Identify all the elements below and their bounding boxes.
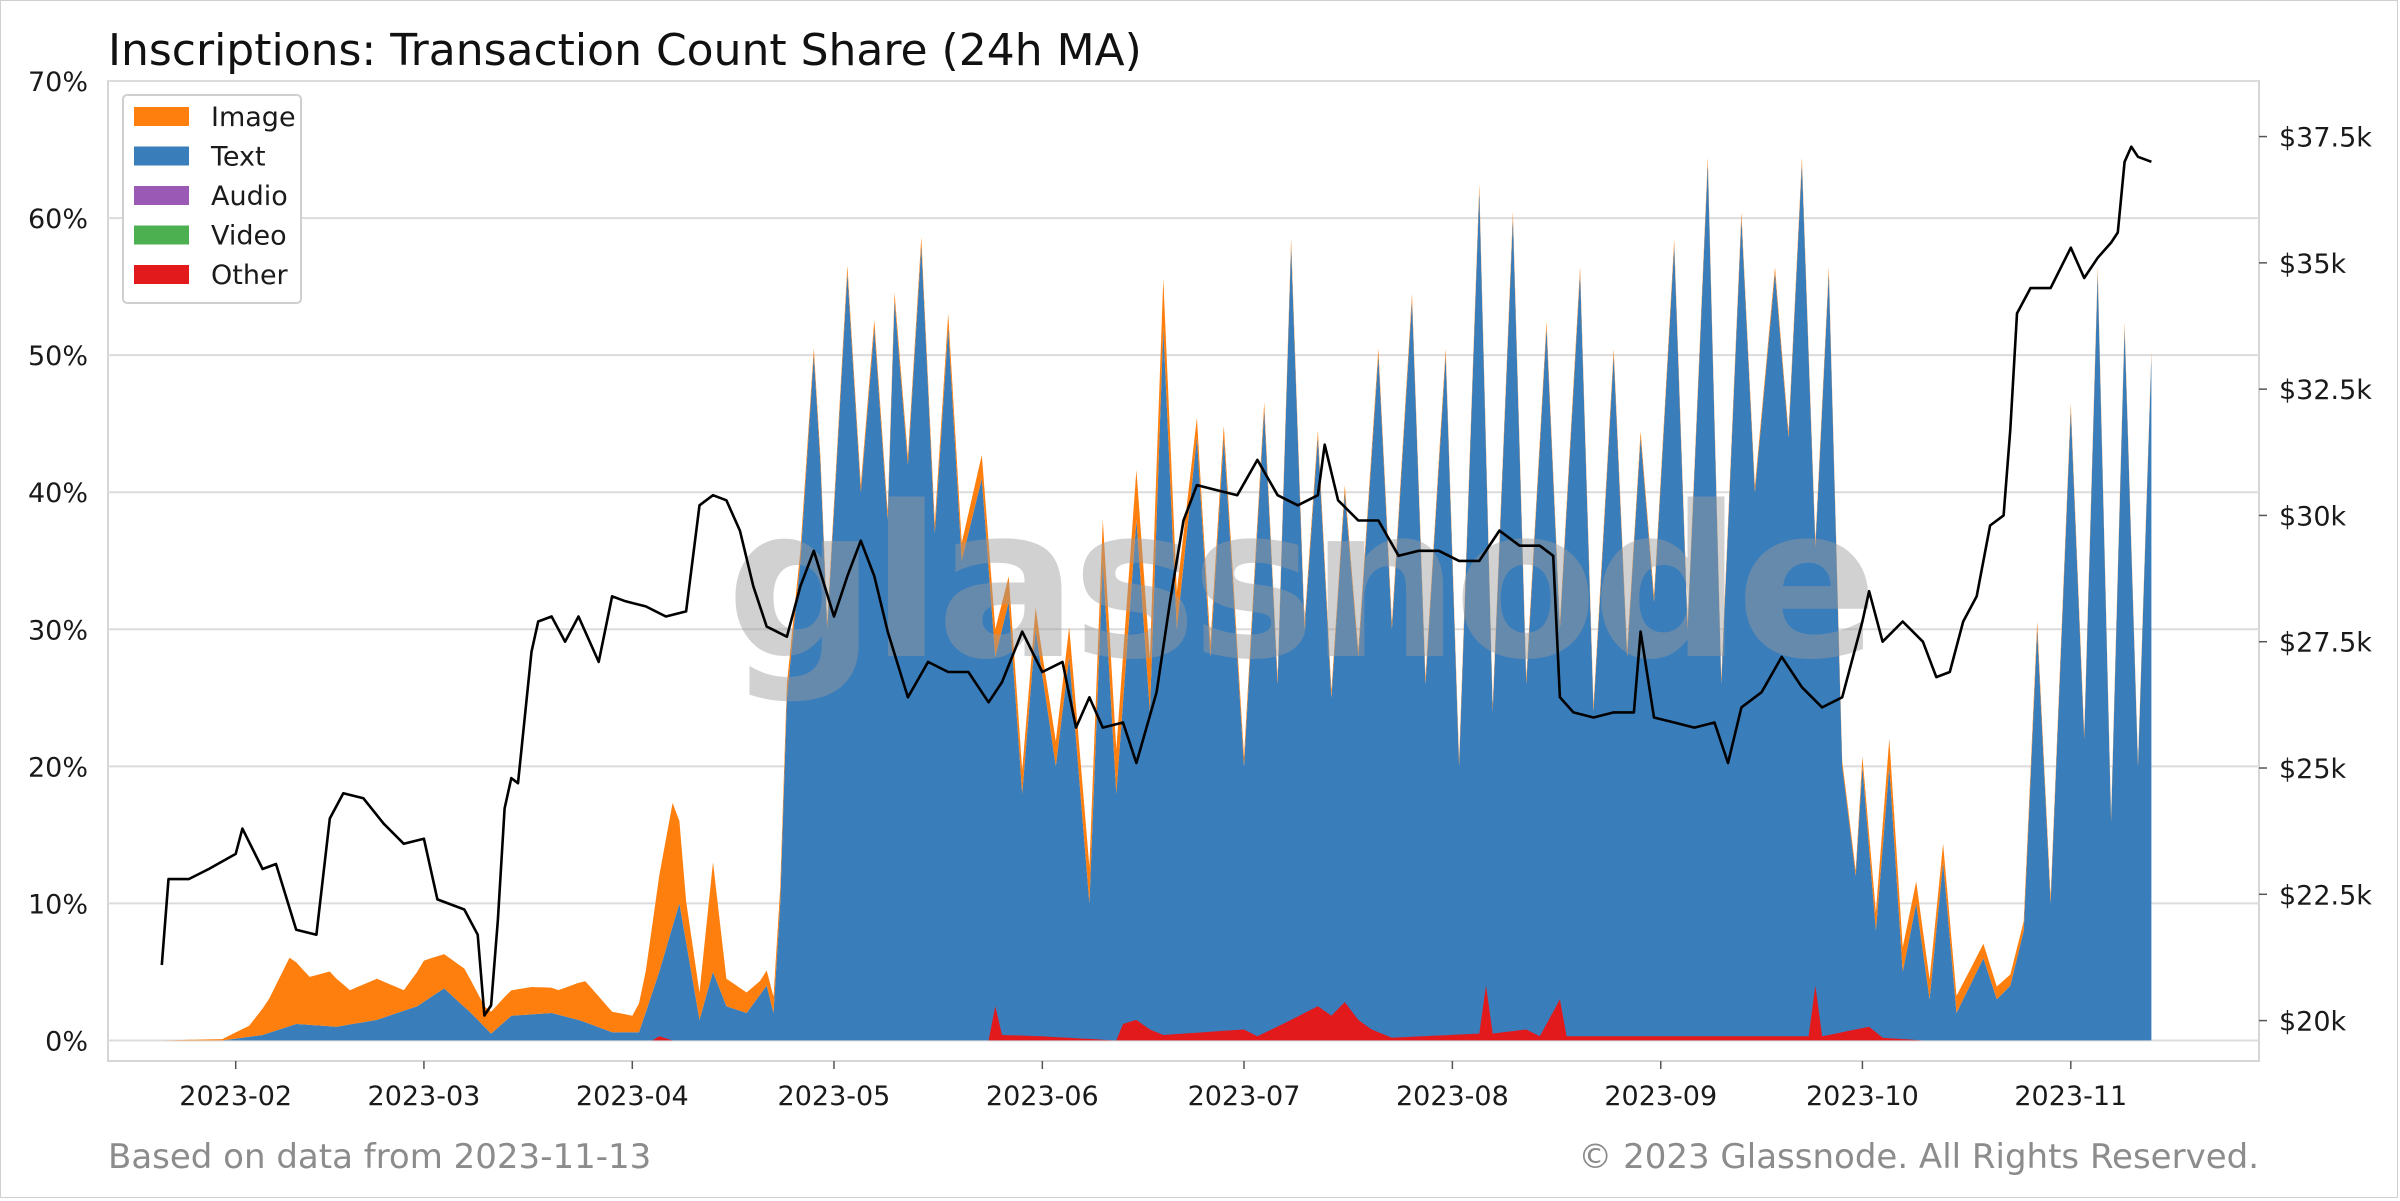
axes: 0% 10% 20% 30% 40% 50% 60% 70% $20k $22.5k $25k $27… (28, 67, 2372, 1112)
y-left-tick-label: 20% (28, 752, 88, 783)
legend-label-image: Image (211, 102, 296, 133)
legend-swatch-text (134, 146, 189, 166)
legend-swatch-audio (134, 186, 189, 205)
x-tick-label: 2023-08 (1396, 1081, 1509, 1112)
legend: Image Text Audio Video Other (122, 94, 302, 304)
footer-source: Based on data from 2023-11-13 (108, 1137, 651, 1177)
y-left-tick-label: 70% (28, 67, 88, 98)
x-tick-label: 2023-02 (179, 1081, 292, 1112)
x-tick-label: 2023-11 (2014, 1081, 2127, 1112)
legend-label-audio: Audio (211, 181, 288, 212)
y-right-tick-label: $32.5k (2279, 375, 2372, 406)
legend-label-text: Text (210, 142, 266, 173)
y-right-tick-label: $30k (2279, 501, 2347, 532)
y-left-tick-label: 10% (28, 889, 88, 920)
x-tick-label: 2023-05 (778, 1081, 891, 1112)
y-left-tick-label: 0% (45, 1026, 88, 1057)
price-line-group (160, 145, 2152, 1017)
y-right-tick-label: $25k (2279, 754, 2347, 785)
legend-swatch-other (134, 265, 189, 284)
legend-swatch-image (134, 107, 189, 126)
y-right-tick-label: $35k (2279, 249, 2347, 280)
legend-swatch-video (134, 225, 189, 245)
series-area-text (161, 163, 2152, 1041)
legend-label-other: Other (211, 260, 289, 291)
y-right-tick-label: $22.5k (2279, 880, 2372, 911)
x-tick-label: 2023-06 (986, 1081, 1099, 1112)
x-tick-label: 2023-10 (1806, 1081, 1919, 1112)
y-left-tick-label: 60% (28, 204, 88, 235)
y-right-tick-label: $27.5k (2279, 628, 2372, 659)
x-tick-label: 2023-07 (1188, 1081, 1301, 1112)
y-left-tick-label: 30% (28, 615, 88, 646)
y-left-tick-label: 50% (28, 341, 88, 372)
footer-copyright: © 2023 Glassnode. All Rights Reserved. (1578, 1137, 2259, 1177)
y-left-tick-label: 40% (28, 478, 88, 509)
y-right-tick-label: $20k (2279, 1007, 2347, 1038)
series-group (161, 157, 2152, 1041)
legend-label-video: Video (211, 221, 287, 252)
y-right-tick-label: $37.5k (2279, 123, 2372, 154)
chart-title: Inscriptions: Transaction Count Share (2… (108, 25, 1142, 76)
x-tick-label: 2023-09 (1604, 1081, 1717, 1112)
series-area-image (161, 157, 2152, 1041)
x-tick-label: 2023-04 (576, 1081, 689, 1112)
series-line-btc-price (160, 145, 2152, 1017)
x-tick-label: 2023-03 (368, 1081, 481, 1112)
gridlines (108, 80, 2259, 1042)
